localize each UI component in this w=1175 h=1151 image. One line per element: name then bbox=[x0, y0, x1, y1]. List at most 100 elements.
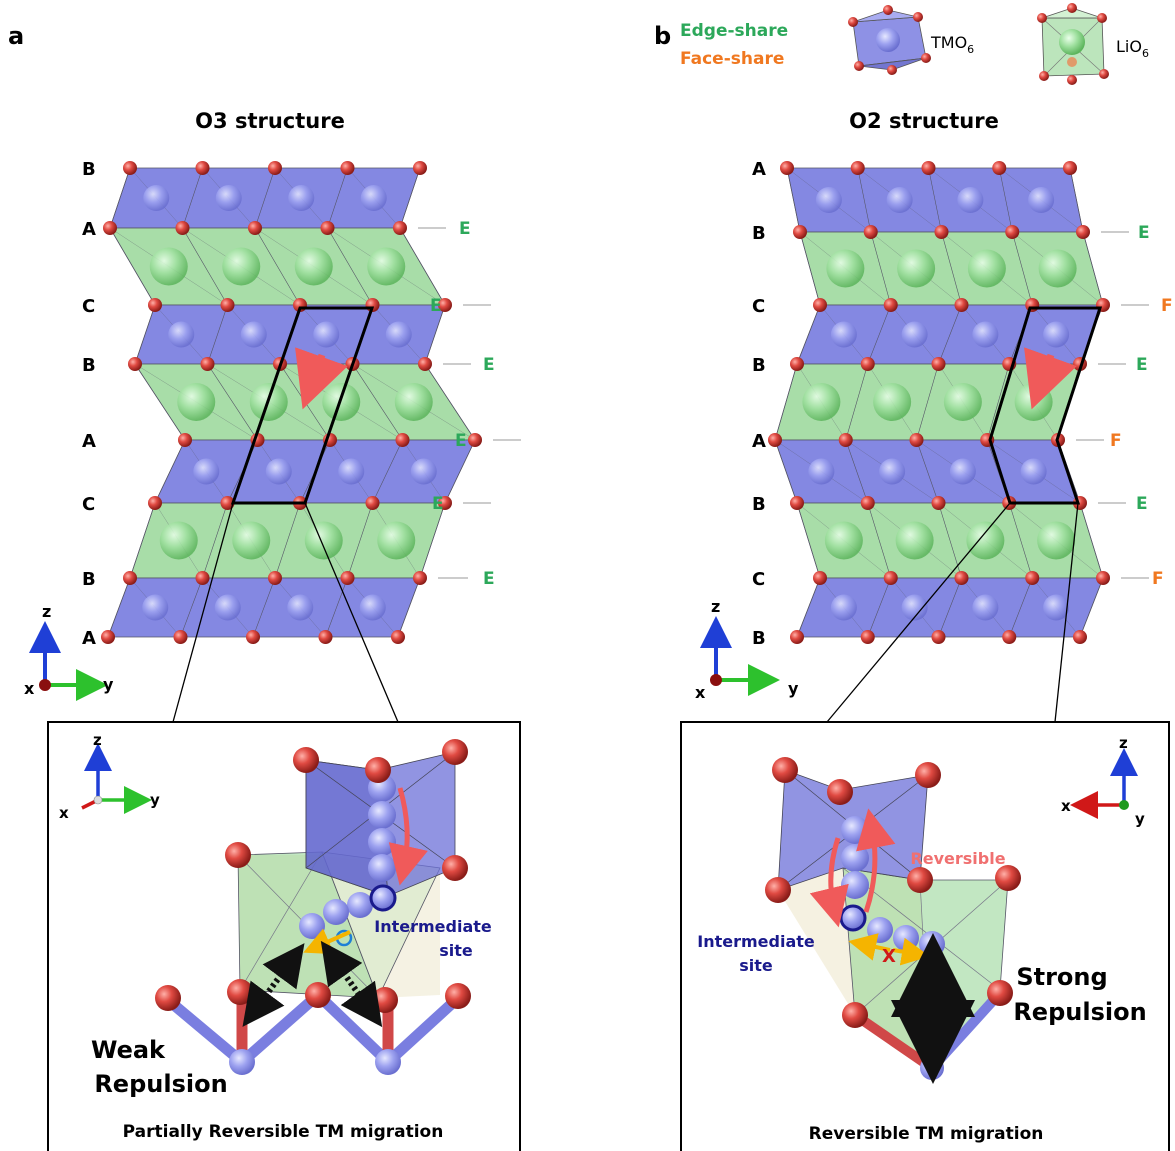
o3-oxygen-atom bbox=[246, 630, 260, 644]
o2-title: O2 structure bbox=[849, 109, 999, 133]
o2-structure-diagram: A B C B A B C B E F E F E F bbox=[752, 159, 1173, 649]
o2-reversible-arrow-down bbox=[809, 837, 849, 928]
o3-tm-atom bbox=[142, 594, 169, 621]
o3-inset-axis-x: x bbox=[59, 804, 69, 822]
o3-oxygen-atom bbox=[268, 161, 282, 175]
o2-bond-line bbox=[796, 577, 821, 638]
legend-edge-share: Edge-share bbox=[680, 21, 788, 41]
o2-bond-line bbox=[774, 439, 798, 504]
o3-inset-axis-z: z bbox=[93, 731, 102, 749]
o3-oxygen-atom bbox=[391, 630, 405, 644]
o3-tm-atom bbox=[215, 185, 242, 211]
o2-tm-atom bbox=[972, 321, 999, 348]
o2-oxygen-atom bbox=[813, 571, 827, 585]
o2-oxygen-atom bbox=[992, 161, 1007, 175]
o3-li-atom bbox=[304, 521, 343, 560]
o3-bond-line bbox=[399, 167, 421, 229]
o2-bond-line bbox=[857, 167, 872, 233]
o2-inset-axis-z: z bbox=[1119, 734, 1128, 752]
o3-repulsion-arrow-right bbox=[320, 940, 383, 1028]
o3-bond-line bbox=[154, 439, 186, 504]
o3-migration-arrow bbox=[295, 347, 348, 410]
o2-oxygen-atom bbox=[793, 225, 807, 239]
tmo6-icon bbox=[848, 5, 931, 75]
o3-site-label-1: Intermediate bbox=[374, 917, 492, 936]
o2-bond-line bbox=[928, 167, 942, 233]
o3-bond-line bbox=[254, 227, 301, 306]
o3-bond-line bbox=[274, 502, 301, 579]
o2-bond-line bbox=[1011, 231, 1033, 306]
o3-oxygen-atom bbox=[413, 571, 427, 585]
o2-stacking-label: B bbox=[752, 223, 766, 244]
o2-li-atom bbox=[802, 383, 841, 421]
o2-oxygen-atom bbox=[954, 571, 969, 585]
o3-bond-line bbox=[424, 304, 446, 365]
o2-repulsion-label-1: Strong bbox=[1016, 963, 1107, 991]
o2-inset-axis-x: x bbox=[1061, 797, 1071, 815]
o3-oxygen-atom bbox=[148, 496, 162, 510]
o3-boundary-label: E bbox=[483, 355, 495, 375]
o2-boundary-label: E bbox=[1136, 355, 1148, 375]
o2-boundary-label: F bbox=[1152, 569, 1164, 589]
o2-boundary-label: E bbox=[1138, 223, 1150, 243]
o3-repulsion-label-1: Weak bbox=[91, 1036, 166, 1064]
o2-li-atom bbox=[873, 383, 912, 421]
o2-tm-atom bbox=[901, 321, 928, 348]
o3-title: O3 structure bbox=[195, 109, 345, 133]
o2-site-label-1: Intermediate bbox=[697, 932, 815, 951]
o2-oxygen-atom bbox=[1073, 630, 1087, 644]
o3-tm-atom bbox=[338, 458, 365, 485]
o3-bond-line bbox=[107, 577, 131, 638]
o2-inset-caption: Reversible TM migration bbox=[809, 1124, 1044, 1144]
o3-oxygen-atom bbox=[195, 161, 210, 175]
o2-oxygen-atom bbox=[790, 630, 804, 644]
o2-blocked-arrow-left bbox=[848, 933, 891, 961]
o2-inset-axis-y: y bbox=[1135, 810, 1145, 828]
o2-bond-line bbox=[1069, 167, 1084, 233]
o3-oxygen-atom bbox=[468, 433, 482, 447]
o2-oxygen-atom bbox=[780, 161, 794, 175]
o2-bond-line bbox=[941, 231, 962, 306]
o2-bond-line bbox=[998, 167, 1013, 233]
o2-oxygen-atom bbox=[931, 630, 946, 644]
o3-tm-atom bbox=[193, 458, 220, 485]
o3-bond-line bbox=[399, 227, 446, 306]
o2-oxygen-atom bbox=[1076, 225, 1090, 239]
o2-stacking-label: B bbox=[752, 494, 766, 515]
o2-tm-atom bbox=[830, 594, 857, 621]
o3-stacking-label: B bbox=[82, 159, 96, 180]
o2-bond-line bbox=[938, 577, 962, 638]
o3-li-atom bbox=[232, 521, 271, 560]
o2-li-atom bbox=[826, 249, 865, 288]
o3-oxygen-atom bbox=[365, 496, 380, 510]
o2-stacking-label: B bbox=[752, 355, 766, 376]
o3-site-label-2: site bbox=[439, 941, 473, 960]
o3-oxygen-atom bbox=[248, 221, 262, 235]
o2-oxygen-atom bbox=[790, 357, 804, 371]
o2-oxygen-atom bbox=[883, 571, 898, 585]
o2-bond-line bbox=[867, 502, 892, 579]
o2-li-atom bbox=[897, 249, 936, 288]
o3-oxygen-atom bbox=[395, 433, 410, 447]
o2-oxygen-atom bbox=[1096, 571, 1110, 585]
o3-structure-diagram: B A C B A C B A E E E E E E bbox=[82, 159, 521, 649]
o3-bond-line bbox=[254, 167, 276, 229]
o3-bond-line bbox=[327, 227, 373, 306]
o3-inset-caption: Partially Reversible TM migration bbox=[123, 1122, 444, 1142]
o2-reversible-label: Reversible bbox=[910, 849, 1005, 868]
o2-bond-line bbox=[870, 231, 892, 306]
o3-li-atom bbox=[222, 247, 261, 286]
o2-tm-atom bbox=[949, 458, 976, 485]
o2-stacking-label: A bbox=[752, 159, 766, 180]
o3-zoom-line-right bbox=[304, 502, 399, 723]
o2-tm-atom bbox=[808, 458, 835, 485]
o2-tm-atom bbox=[815, 187, 842, 213]
o3-oxygen-atom bbox=[318, 630, 333, 644]
o3-bond-line bbox=[327, 167, 348, 229]
o2-boundary-label: F bbox=[1110, 431, 1122, 451]
o2-bond-line bbox=[799, 231, 821, 306]
o2-bond-line bbox=[845, 439, 869, 504]
o2-li-atom bbox=[824, 521, 863, 560]
o2-bond-line bbox=[916, 363, 939, 441]
o3-li-atom bbox=[377, 521, 416, 560]
